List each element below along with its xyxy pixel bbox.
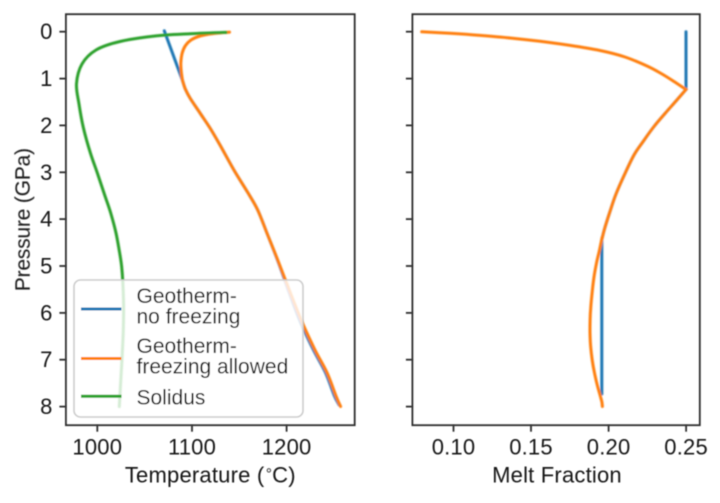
svg-text:0.10: 0.10: [432, 435, 476, 460]
svg-text:6: 6: [40, 300, 52, 325]
svg-text:Melt Fraction: Melt Fraction: [492, 463, 622, 488]
svg-text:3: 3: [40, 160, 52, 185]
svg-text:Solidus: Solidus: [137, 386, 206, 409]
svg-text:1000: 1000: [72, 435, 122, 460]
svg-text:0: 0: [40, 19, 52, 44]
svg-text:Geotherm-: Geotherm-: [137, 285, 237, 308]
svg-text:0.15: 0.15: [509, 435, 553, 460]
svg-text:Geotherm-: Geotherm-: [137, 335, 237, 358]
svg-text:Pressure (GPa): Pressure (GPa): [12, 148, 35, 291]
svg-text:0.25: 0.25: [664, 435, 708, 460]
svg-text:1200: 1200: [262, 435, 312, 460]
svg-text:Temperature (°C): Temperature (°C): [125, 463, 296, 488]
svg-text:freezing allowed: freezing allowed: [137, 356, 289, 379]
svg-text:no freezing: no freezing: [137, 306, 241, 329]
svg-text:1100: 1100: [168, 435, 216, 460]
svg-text:4: 4: [40, 207, 52, 232]
svg-text:1: 1: [40, 66, 52, 91]
svg-text:0.20: 0.20: [587, 435, 631, 460]
svg-text:5: 5: [40, 254, 52, 279]
svg-text:8: 8: [40, 394, 52, 419]
svg-text:7: 7: [40, 347, 52, 372]
svg-text:2: 2: [40, 113, 52, 138]
